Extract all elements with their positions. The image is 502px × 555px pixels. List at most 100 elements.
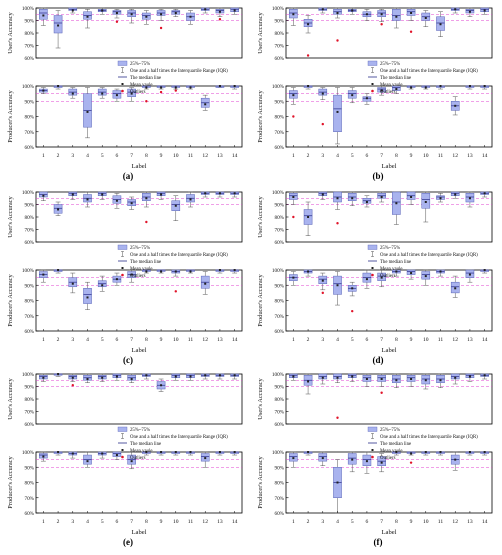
mean-marker — [71, 92, 74, 95]
panel-e-pa-ytick-label: 100% — [22, 450, 35, 456]
panel-c-pa-box-11 — [186, 269, 195, 274]
mean-marker — [483, 451, 486, 453]
panel-d-pa-axis-title: Producer's Accuracy — [257, 273, 264, 326]
panel-f-pa-ytick-label: 100% — [272, 450, 285, 456]
panel-a-xlabel: Label — [131, 163, 146, 170]
panel-a-ua-box-1 — [39, 7, 48, 26]
panel-f-ua-ytick-label: 70% — [274, 410, 284, 416]
panel-f-ua-ytick-label: 100% — [272, 372, 285, 378]
panel-e-ua-frame — [35, 373, 243, 425]
mean-marker — [410, 378, 413, 380]
mean-marker — [218, 192, 221, 195]
panel-caption-b: (b) — [372, 171, 384, 181]
mean-marker — [351, 458, 354, 461]
iqr-box — [421, 193, 431, 209]
panel-c-pa-ytick-label: 60% — [24, 329, 34, 335]
legend-box-swatch — [367, 426, 378, 432]
panel-e-legend-mean: Mean vaule — [121, 449, 153, 454]
panel-c-pa-box-10 — [171, 269, 181, 293]
panel-c-pa-ytick-label: 80% — [24, 299, 34, 305]
outlier-point — [380, 23, 383, 26]
panel-b-ua-box-8 — [392, 7, 401, 29]
panel-caption-f: (f) — [373, 537, 383, 547]
mean-marker — [380, 276, 383, 279]
panel-a-legend-median: The median line — [118, 76, 161, 81]
mean-marker — [410, 12, 413, 14]
panel-d-xtick-label: 5 — [351, 337, 354, 343]
mean-marker — [71, 376, 74, 379]
mean-marker — [292, 94, 295, 97]
panel-e-pa-box-11 — [186, 451, 195, 456]
iqr-box — [333, 94, 342, 132]
mean-marker — [321, 8, 324, 11]
mean-marker — [42, 455, 45, 458]
panel-e-pa-ytick-label: 70% — [24, 496, 34, 502]
mean-marker — [321, 193, 324, 196]
mean-marker — [365, 13, 368, 16]
legend-box-swatch — [117, 426, 128, 432]
panel-a-xtick-label: 12 — [202, 153, 208, 159]
legend-mean-swatch — [121, 267, 124, 269]
mean-marker — [351, 94, 354, 97]
panel-b-xtick-label: 2 — [307, 153, 310, 159]
panel-a-ua-frame — [35, 7, 243, 59]
panel-d-xlabel: Label — [381, 347, 396, 354]
panel-f-pa-ytick-label: 70% — [274, 496, 284, 502]
mean-marker — [145, 197, 148, 200]
mean-marker — [424, 17, 427, 19]
mean-marker — [321, 92, 324, 95]
panel-c-pa-box-2 — [53, 269, 63, 274]
mean-marker — [336, 376, 339, 379]
panel-d-ua-box-3 — [318, 191, 328, 200]
outlier-point — [292, 115, 295, 118]
panel-b-ua-box-4 — [333, 7, 342, 42]
panel-d-pa-box-6 — [362, 269, 372, 289]
panel-f-ua-frame — [285, 373, 493, 425]
panel-d-pa-ytick-label: 70% — [274, 314, 284, 320]
mean-marker — [189, 15, 192, 18]
panel-d-ua-box-5 — [347, 191, 357, 206]
panel-c-pa-box-8 — [142, 269, 151, 274]
panel-c-ua-box-9 — [156, 191, 166, 200]
mean-marker — [351, 9, 354, 12]
panel-e-legend-outlier: Outliers — [121, 455, 146, 461]
mean-marker — [160, 193, 163, 196]
mean-marker — [351, 375, 354, 378]
mean-marker — [321, 376, 324, 379]
legend-label: One and a half times the Interquartile R… — [380, 69, 478, 74]
mean-marker — [307, 23, 310, 26]
panel-b-pa-box-14 — [480, 85, 489, 90]
panel-f-xlabel: Label — [381, 529, 396, 536]
mean-marker — [395, 379, 398, 382]
panel-c-pa-box-6 — [112, 272, 122, 286]
panel-c-xtick-label: 4 — [86, 337, 89, 343]
panel-c-ua-box-13 — [215, 191, 225, 198]
panel-f-xtick-label: 5 — [351, 519, 354, 525]
panel-c-legend-mean: Mean vaule — [121, 267, 153, 272]
panel-e-xtick-label: 4 — [86, 519, 89, 525]
panel-f-ua-axis-title: User's Accuracy — [257, 377, 264, 419]
mean-marker — [160, 13, 163, 16]
mean-marker — [468, 10, 471, 13]
panel-caption-d: (d) — [372, 355, 384, 365]
legend-label: The median line — [380, 442, 411, 447]
mean-marker — [204, 374, 207, 377]
panel-b-legend-whisker: One and a half times the Interquartile R… — [371, 67, 478, 74]
panel-d-xtick-label: 2 — [307, 337, 310, 343]
mean-marker — [483, 9, 486, 12]
panel-a-pa-ytick-label: 70% — [24, 130, 34, 136]
panel-e-pa-box-2 — [53, 451, 63, 456]
panel-b-xtick-label: 12 — [452, 153, 458, 159]
panel-c-pa-box-3 — [68, 272, 78, 294]
panel-a-pa-ytick-label: 100% — [22, 84, 35, 90]
panel-f-ua-box-12 — [450, 373, 460, 385]
legend-label: 25%~75% — [130, 428, 150, 433]
panel-d-pa-ytick-label: 60% — [274, 329, 284, 335]
panel-b-xlabel: Label — [381, 163, 396, 170]
panel-a-ua-box-9 — [156, 9, 166, 30]
panel-a-xtick-label: 9 — [160, 153, 163, 159]
panel-f-xtick-label: 6 — [366, 519, 369, 525]
legend-mean-swatch — [371, 267, 374, 269]
mean-marker — [233, 269, 236, 271]
panel-e-xtick-label: 11 — [188, 519, 194, 525]
